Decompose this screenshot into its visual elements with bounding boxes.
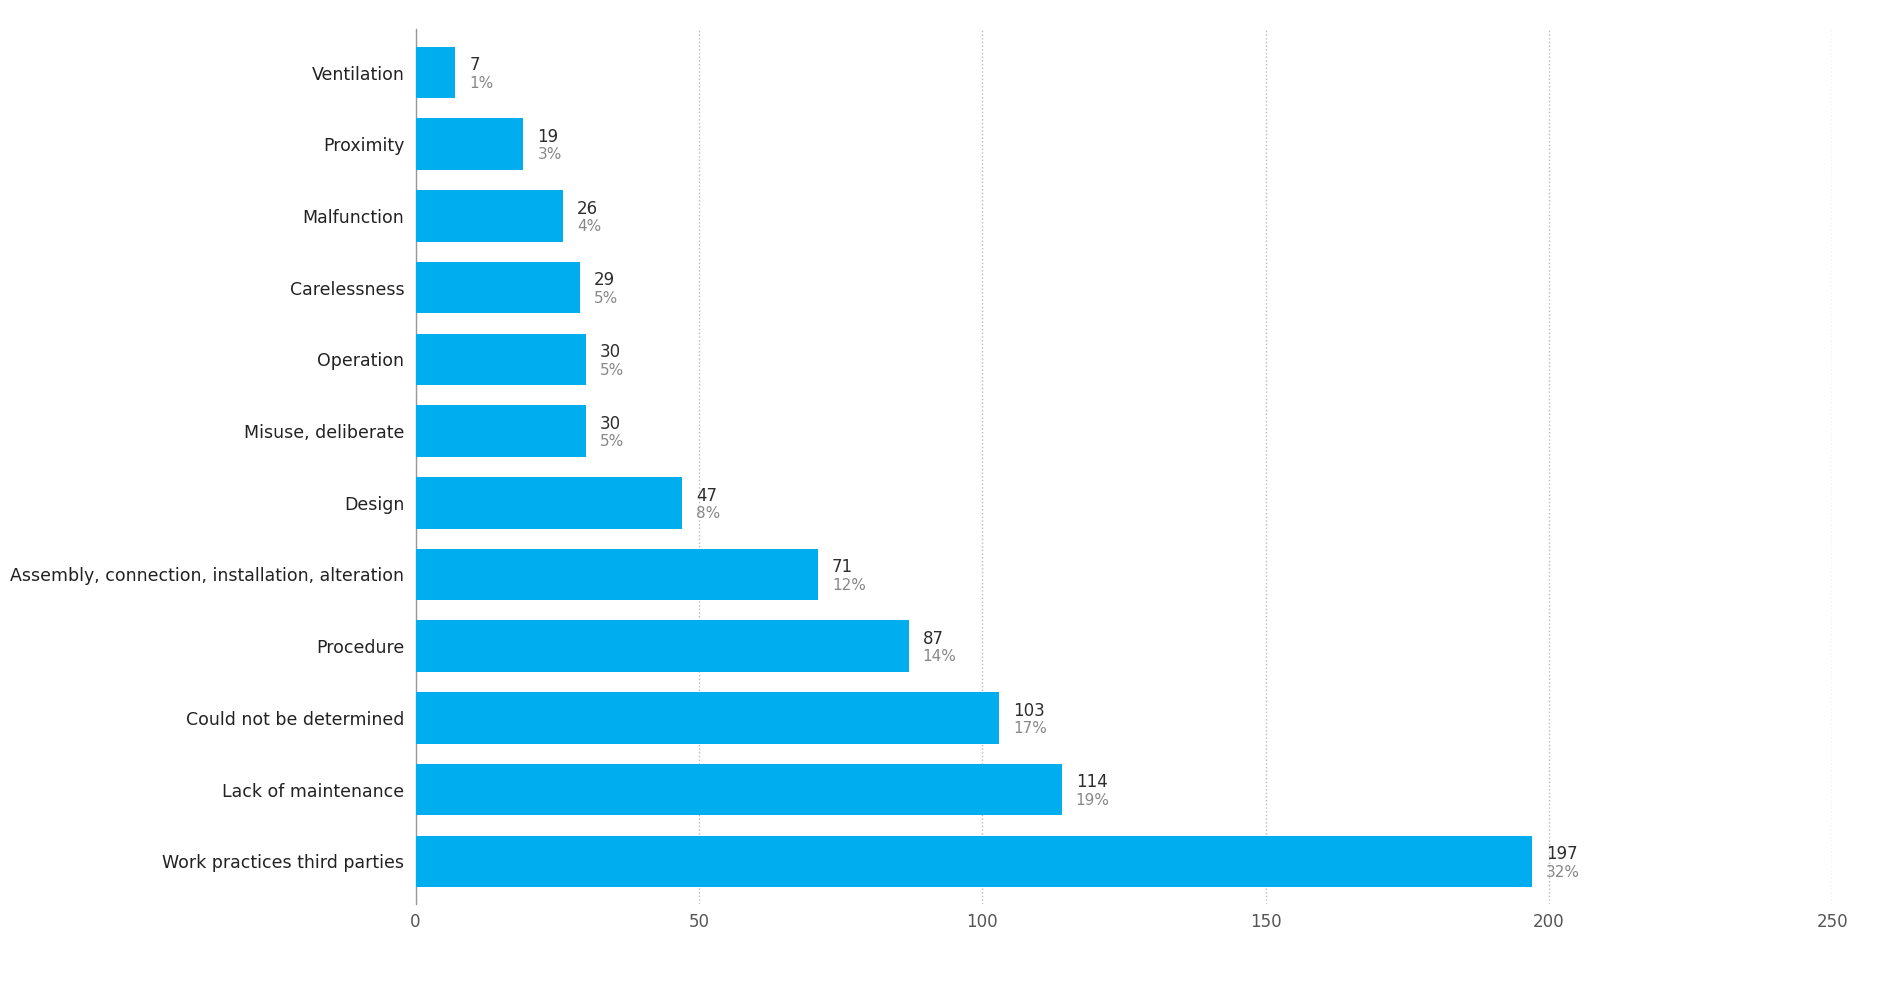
Bar [416,333,586,385]
Text: 14%: 14% [922,650,956,665]
Text: 32%: 32% [1545,865,1579,880]
Text: 19%: 19% [1077,793,1109,808]
Text: 30: 30 [601,343,621,361]
Text: 12%: 12% [831,578,865,593]
Text: 103: 103 [1013,702,1045,720]
Bar [416,190,563,242]
Text: 5%: 5% [593,291,618,306]
Text: 8%: 8% [695,506,720,521]
Bar [416,405,586,457]
Text: 197: 197 [1545,845,1577,863]
Bar [416,261,580,314]
Text: 4%: 4% [578,219,601,234]
Text: 30: 30 [601,415,621,433]
Text: 114: 114 [1077,774,1107,791]
Text: 29: 29 [593,271,616,289]
Text: 71: 71 [831,558,854,576]
Bar [416,47,455,98]
Bar [416,549,818,601]
Text: 47: 47 [695,487,718,504]
Text: 3%: 3% [536,147,561,162]
Text: 7: 7 [468,56,480,75]
Bar [416,764,1062,816]
Bar [416,836,1532,887]
Text: 5%: 5% [601,434,623,449]
Bar [416,620,909,672]
Text: 26: 26 [578,200,599,218]
Text: 5%: 5% [601,363,623,377]
Text: 1%: 1% [468,76,493,90]
Bar [416,477,682,529]
Text: 17%: 17% [1013,722,1047,736]
Text: 19: 19 [536,128,559,146]
Bar [416,118,523,170]
Bar [416,692,999,744]
Text: 87: 87 [922,630,944,648]
